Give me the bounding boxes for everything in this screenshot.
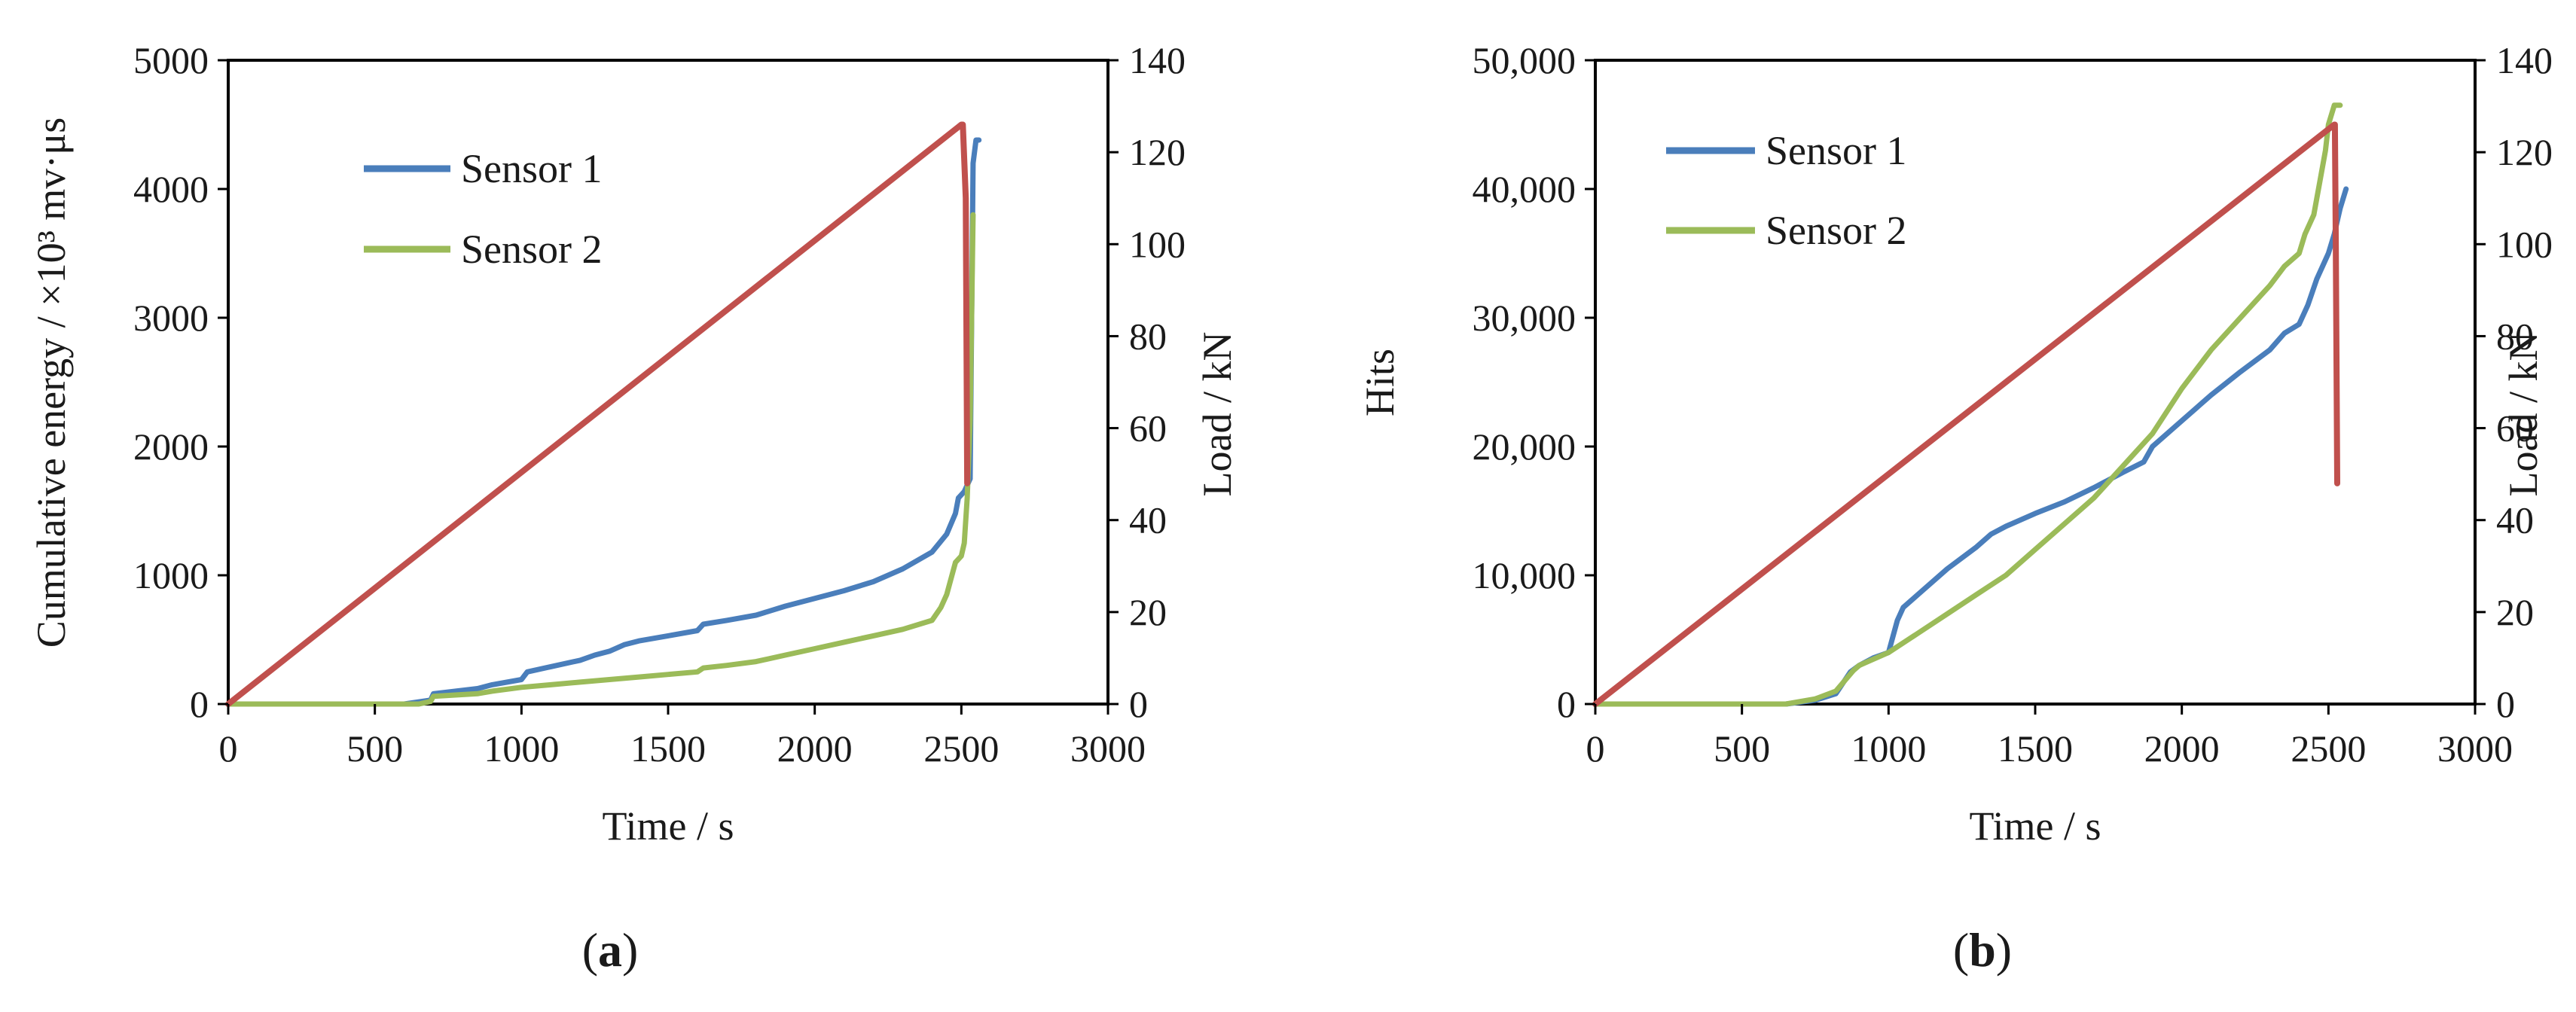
- x-tick-label: 1500: [1998, 727, 2073, 770]
- y-ticks-a: 0 1000 2000 3000 4000 5000: [133, 39, 228, 725]
- legend-label-sensor-2: Sensor 2: [1766, 208, 1907, 253]
- x-tick-label: 1000: [1851, 727, 1926, 770]
- series-layer-b: [1592, 102, 2349, 707]
- y-tick-label: 4000: [133, 168, 209, 210]
- x-axis-title-b: Time / s: [1969, 803, 2101, 849]
- y-axis-title-a: Cumulative energy / ×10³ mv·μs: [29, 117, 74, 648]
- y2-tick-label: 80: [2496, 315, 2534, 357]
- x-tick-label: 2500: [923, 727, 999, 770]
- y-tick-label: 0: [1557, 683, 1576, 725]
- legend-label-sensor-2: Sensor 2: [461, 227, 603, 272]
- y2-tick-label: 40: [2496, 499, 2534, 541]
- y-tick-label: 30,000: [1473, 297, 1576, 339]
- y2-axis-title-a: Load / kN: [1195, 332, 1240, 497]
- y-tick-label: 5000: [133, 39, 209, 81]
- y-tick-label: 0: [190, 683, 209, 725]
- y2-tick-label: 140: [2496, 39, 2553, 81]
- series-line-sensor-2-b: [1592, 102, 2343, 707]
- y-tick-label: 2000: [133, 425, 209, 468]
- plot-area-b: [1594, 59, 2477, 706]
- series-line-sensor-1-b: [1592, 186, 2349, 707]
- y2-tick-label: 80: [1129, 315, 1167, 357]
- x-tick-label: 2000: [777, 727, 853, 770]
- y2-tick-label: 40: [1129, 499, 1167, 541]
- series-line-load-a: [225, 121, 971, 707]
- y2-tick-label: 0: [1129, 683, 1148, 725]
- y2-tick-label: 100: [1129, 223, 1186, 265]
- panel-label-a: (a): [582, 923, 639, 977]
- chart-b: 0 500 1000 1500 2000 2500 3000 010,00020,00030…: [1357, 39, 2553, 977]
- x-tick-label: 3000: [2437, 727, 2513, 770]
- x-tick-label: 1000: [484, 727, 559, 770]
- legend-a: Sensor 1 Sensor 2: [364, 146, 603, 272]
- series-line-sensor-2-a: [225, 212, 976, 707]
- y2-tick-label: 60: [1129, 407, 1167, 450]
- y-tick-label: 50,000: [1473, 39, 1576, 81]
- y2-axis-title-b: Load / kN: [2501, 332, 2546, 497]
- y2-tick-label: 120: [1129, 131, 1186, 173]
- y2-tick-label: 0: [2496, 683, 2515, 725]
- x-tick-label: 500: [346, 727, 403, 770]
- legend-label-sensor-1: Sensor 1: [461, 146, 603, 191]
- y2-tick-label: 60: [2496, 407, 2534, 450]
- x-tick-label: 0: [1586, 727, 1605, 770]
- y-ticks-b: 0 10,000 20,000 30,000 40,000 50,000: [1473, 39, 1595, 725]
- panel-label-b: (b): [1953, 923, 2012, 977]
- x-tick-label: 2500: [2291, 727, 2366, 770]
- y2-ticks-b: 0 20 40 60 80 100 120 140: [2475, 39, 2553, 725]
- y2-tick-label: 20: [2496, 591, 2534, 633]
- chart-a: 0 500 1000 1500 2000 2500 3000 010002000300040…: [29, 39, 1240, 977]
- y2-tick-label: 20: [1129, 591, 1167, 633]
- y2-tick-label: 100: [2496, 223, 2553, 265]
- y-tick-label: 3000: [133, 297, 209, 339]
- legend-label-sensor-1: Sensor 1: [1766, 128, 1907, 173]
- x-tick-label: 1500: [630, 727, 706, 770]
- legend-b: Sensor 1 Sensor 2: [1666, 128, 1907, 253]
- y2-tick-label: 140: [1129, 39, 1186, 81]
- panel-letter-b: b: [1969, 923, 1996, 977]
- x-ticks-a: 0 500 1000 1500 2000 2500 3000: [219, 704, 1146, 770]
- x-tick-label: 500: [1714, 727, 1770, 770]
- y2-ticks-a: 0 20 40 60 80 100 120 140: [1108, 39, 1186, 725]
- x-tick-label: 0: [219, 727, 238, 770]
- y-axis-title-b: Hits: [1357, 349, 1402, 416]
- y-tick-label: 1000: [133, 554, 209, 596]
- y-tick-label: 40,000: [1473, 168, 1576, 210]
- series-line-load-b: [1592, 121, 2340, 707]
- series-layer-a: [225, 121, 982, 707]
- x-tick-label: 2000: [2144, 727, 2220, 770]
- panel-letter-a: a: [598, 923, 622, 977]
- y2-tick-label: 120: [2496, 131, 2553, 173]
- x-ticks-b: 0 500 1000 1500 2000 2500 3000: [1586, 704, 2513, 770]
- y-tick-label: 20,000: [1473, 425, 1576, 468]
- x-axis-title-a: Time / s: [602, 803, 734, 849]
- y-tick-label: 10,000: [1473, 554, 1576, 596]
- series-line-sensor-1-a: [225, 137, 982, 707]
- x-tick-label: 3000: [1070, 727, 1146, 770]
